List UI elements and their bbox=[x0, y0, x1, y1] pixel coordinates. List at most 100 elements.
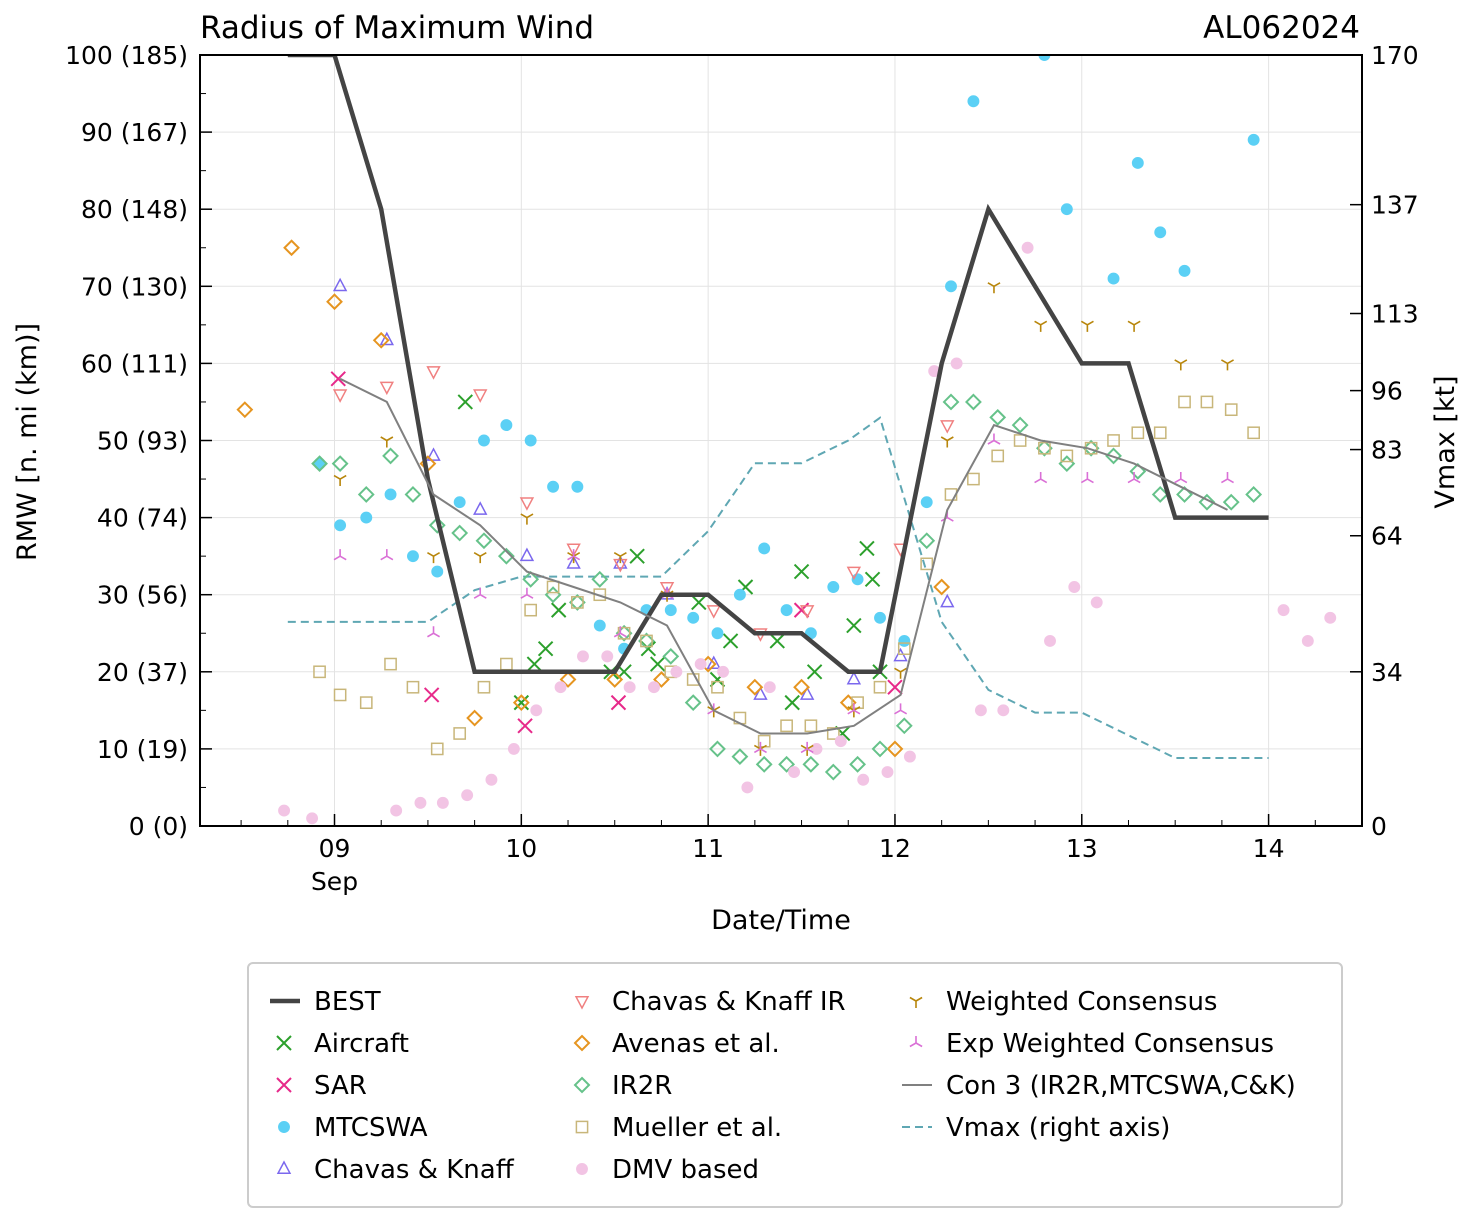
weighted-consensus-point bbox=[333, 474, 347, 487]
avenas-et-al-point bbox=[372, 331, 390, 349]
mtcswa-point bbox=[967, 95, 980, 108]
chavas-knaff-point bbox=[613, 555, 628, 569]
aircraft-point bbox=[859, 540, 875, 557]
vmax-right-axis-line bbox=[287, 416, 1269, 759]
y-axis-label: RMW [n. mi (km)] bbox=[12, 323, 43, 561]
mtcswa-point bbox=[780, 604, 793, 617]
dmv-based-point bbox=[461, 789, 474, 802]
legend-item-mtcswa: MTCSWA bbox=[278, 1113, 428, 1143]
y-right-tick-label: 34 bbox=[1371, 658, 1403, 687]
legend-label: SAR bbox=[314, 1071, 367, 1101]
mtcswa-point bbox=[407, 550, 419, 563]
dmv-based-point bbox=[306, 812, 319, 825]
dmv-based-point bbox=[717, 665, 730, 678]
dmv-based-point bbox=[857, 773, 870, 786]
aircraft-point bbox=[457, 394, 473, 410]
mueller-et-al-point bbox=[1153, 426, 1167, 440]
mueller-et-al-point bbox=[406, 680, 420, 694]
dmv-based-point bbox=[741, 781, 754, 794]
legend-marker-swatch bbox=[909, 996, 923, 1008]
y-tick-label: 60 (111) bbox=[81, 349, 188, 378]
weighted-consensus-point bbox=[1174, 359, 1188, 371]
y-right-tick-label: 64 bbox=[1371, 522, 1403, 551]
avenas-et-al-point bbox=[606, 671, 624, 688]
mueller-et-al-point bbox=[333, 688, 347, 702]
legend-label: DMV based bbox=[612, 1155, 759, 1185]
dmv-based-point bbox=[788, 766, 801, 778]
y-tick-label: 0 (0) bbox=[129, 812, 188, 841]
weighted-consensus-point bbox=[567, 551, 581, 564]
legend-item-ir2r: IR2R bbox=[573, 1071, 672, 1101]
exp-weighted-consensus-point bbox=[894, 703, 908, 715]
axes: 09 Sep 10 11 12 13 14 0 (0) 10 (19) 20 (37) 30 (56… bbox=[65, 41, 1419, 896]
ir2r-point bbox=[684, 694, 702, 712]
legend-item-dmv-based: DMV based bbox=[576, 1155, 759, 1185]
y-tick-label: 70 (130) bbox=[81, 272, 188, 301]
ir2r-point bbox=[895, 717, 913, 735]
exp-weighted-consensus-point bbox=[520, 587, 534, 599]
exp-weighted-consensus-point bbox=[567, 549, 581, 561]
ir2r-point bbox=[871, 740, 889, 758]
mueller-et-al-point bbox=[1247, 426, 1260, 440]
ir2r-point bbox=[428, 516, 446, 534]
dmv-based-point bbox=[1277, 604, 1290, 617]
chavas-knaff-ir-point bbox=[473, 389, 488, 403]
chavas-knaff-ir-point bbox=[659, 582, 675, 596]
dmv-based-point bbox=[1021, 241, 1034, 254]
dmv-based-point bbox=[1137, 26, 1149, 38]
avenas-et-al-point bbox=[512, 694, 530, 712]
mueller-et-al-point bbox=[991, 449, 1005, 463]
y-right-tick-label: 0 bbox=[1371, 812, 1387, 841]
aircraft-point bbox=[784, 694, 800, 711]
ir2r-point bbox=[778, 755, 796, 773]
dmv-based-point bbox=[1068, 581, 1081, 593]
dmv-based-point bbox=[997, 704, 1010, 717]
ir2r-point bbox=[942, 393, 960, 411]
mueller-et-al-point bbox=[384, 657, 397, 671]
avenas-et-al-point bbox=[283, 239, 300, 257]
ir2r-point bbox=[1176, 486, 1193, 503]
mtcswa-point bbox=[360, 511, 373, 524]
ir2r-point bbox=[662, 647, 680, 665]
mtcswa-point bbox=[334, 519, 347, 532]
aircraft-point bbox=[864, 571, 881, 587]
exp-weighted-consensus-point bbox=[333, 549, 347, 561]
aircraft-point bbox=[550, 602, 567, 618]
aircraft-point bbox=[629, 548, 645, 564]
x-tick-label: 13 bbox=[1066, 834, 1098, 863]
mtcswa-point bbox=[1014, 26, 1026, 38]
grid bbox=[200, 54, 1362, 827]
mueller-et-al-point bbox=[1013, 434, 1027, 447]
weighted-consensus-point bbox=[1221, 359, 1234, 371]
chavas-knaff-ir-point bbox=[846, 566, 862, 581]
aircraft-point bbox=[513, 694, 530, 711]
avenas-et-al-point bbox=[466, 709, 484, 727]
ir2r-point bbox=[1151, 486, 1169, 503]
chavas-knaff-point bbox=[753, 686, 768, 700]
exp-weighted-consensus-point bbox=[800, 741, 814, 754]
ir2r-point bbox=[989, 408, 1007, 426]
mueller-et-al-point bbox=[571, 596, 584, 609]
dmv-based-point bbox=[414, 796, 427, 809]
sar-point bbox=[887, 679, 903, 695]
mtcswa-point bbox=[664, 604, 677, 617]
legend-item-con-3-ir2r-mtcswa-c-k: Con 3 (IR2R,MTCSWA,C&K) bbox=[902, 1071, 1296, 1101]
y-right-tick-label: 137 bbox=[1371, 191, 1419, 220]
ir2r-point bbox=[1082, 439, 1100, 457]
ir2r-point bbox=[1011, 416, 1029, 434]
mtcswa-point bbox=[687, 611, 700, 624]
ir2r-point bbox=[475, 532, 493, 550]
legend-label: Aircraft bbox=[314, 1029, 409, 1059]
mtcswa-point bbox=[500, 419, 513, 432]
mtcswa-point bbox=[1247, 133, 1260, 146]
chavas-knaff-point bbox=[846, 670, 862, 685]
legend-label: Avenas et al. bbox=[612, 1029, 780, 1059]
chart-title: Radius of Maximum Wind bbox=[200, 10, 594, 46]
ir2r-point bbox=[709, 740, 726, 758]
legend-label: IR2R bbox=[612, 1071, 672, 1101]
ir2r-point bbox=[731, 748, 749, 766]
mueller-et-al-point bbox=[359, 696, 373, 709]
y-right-tick-label: 170 bbox=[1371, 41, 1419, 70]
avenas-et-al-point bbox=[746, 678, 764, 696]
ir2r-point bbox=[382, 447, 399, 465]
